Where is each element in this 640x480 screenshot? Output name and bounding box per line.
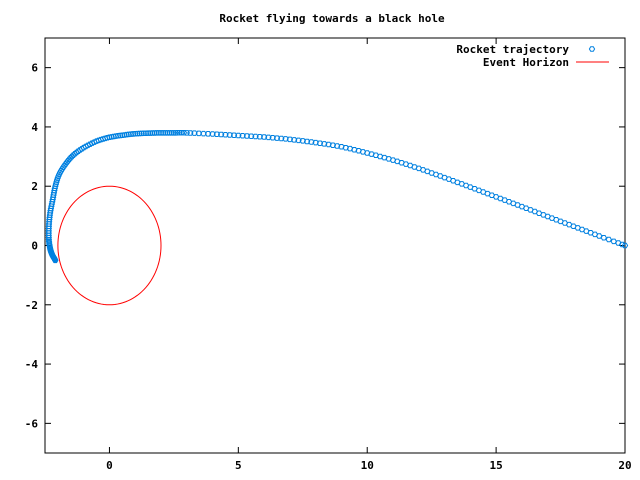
trajectory-point	[166, 130, 173, 136]
trajectory-point	[299, 138, 306, 144]
trajectory-point	[52, 183, 59, 189]
series-event-horizon	[57, 185, 162, 306]
trajectory-point	[295, 137, 302, 144]
trajectory-point	[256, 133, 263, 140]
x-tick-label: 20	[618, 459, 631, 472]
trajectory-point	[265, 134, 272, 141]
chart-title: Rocket flying towards a black hole	[219, 12, 445, 25]
trajectory-point	[187, 130, 194, 136]
legend-label: Rocket trajectory	[456, 43, 569, 56]
trajectory-point	[162, 130, 169, 136]
trajectory-point	[52, 257, 59, 264]
trajectory-point	[147, 130, 154, 136]
trajectory-point	[168, 130, 175, 136]
trajectory-point	[51, 185, 58, 192]
x-tick-label: 0	[106, 459, 113, 472]
trajectory-point	[127, 131, 135, 137]
trajectory-point	[144, 130, 152, 136]
trajectory-point	[49, 194, 57, 201]
plot-border	[44, 37, 626, 454]
x-tick-label: 10	[361, 459, 374, 472]
axes: 0 5 10 15 20 -6 -4 -2 0 2 4 6	[25, 37, 632, 472]
trajectory-point	[49, 199, 56, 205]
trajectory-point	[157, 130, 165, 136]
trajectory-point	[50, 190, 58, 196]
y-tick-label: 0	[31, 240, 38, 253]
trajectory-point	[51, 187, 58, 194]
trajectory-point	[129, 131, 137, 137]
y-tick-label: -4	[25, 358, 39, 371]
trajectory-point	[235, 132, 242, 139]
trajectory-point	[134, 130, 141, 137]
trajectory-point	[243, 133, 251, 139]
trajectory-point	[286, 136, 294, 143]
trajectory-point	[209, 131, 216, 137]
trajectory-point	[47, 205, 55, 212]
trajectory-point	[53, 179, 60, 185]
y-tick-label: 4	[31, 121, 38, 134]
event-horizon-circle	[57, 185, 162, 306]
y-tick-label: 2	[31, 180, 38, 193]
trajectory-point	[269, 134, 276, 141]
trajectory-point	[174, 130, 181, 136]
y-tick-label: -2	[25, 299, 38, 312]
trajectory-point	[132, 130, 139, 137]
trajectory-point	[605, 236, 612, 243]
trajectory-point	[273, 135, 281, 141]
trajectory-point	[153, 130, 160, 136]
trajectory-point	[252, 133, 259, 140]
trajectory-point	[621, 242, 629, 249]
x-tick-label: 15	[489, 459, 502, 472]
trajectory-point	[149, 130, 156, 136]
legend-label: Event Horizon	[483, 56, 569, 69]
trajectory-point	[195, 130, 203, 137]
trajectory-point	[278, 135, 285, 142]
trajectory-point	[164, 130, 171, 136]
trajectory-point	[226, 132, 233, 138]
trajectory-point	[48, 201, 56, 207]
trajectory-point	[142, 130, 150, 136]
trajectory-point	[136, 130, 143, 137]
trajectory-point	[303, 138, 311, 145]
x-tick-label: 5	[235, 459, 242, 472]
trajectory-point	[217, 131, 225, 138]
trajectory-point	[191, 130, 198, 136]
trajectory-point	[260, 134, 268, 140]
legend-marker	[588, 46, 596, 52]
trajectory-point	[151, 130, 158, 136]
trajectory-point	[49, 196, 56, 203]
trajectory-point	[291, 137, 298, 143]
trajectory-point	[125, 131, 132, 138]
trajectory-point	[222, 132, 229, 138]
trajectory-point	[239, 133, 246, 139]
trajectory-point	[70, 152, 77, 158]
trajectory-point	[230, 132, 238, 139]
series-rocket-trajectory	[45, 130, 629, 264]
trajectory-point	[170, 130, 178, 136]
trajectory-point	[140, 130, 147, 137]
trajectory-point	[48, 203, 55, 209]
trajectory-point	[282, 136, 289, 142]
trajectory-point	[180, 130, 188, 136]
trajectory-point	[248, 133, 255, 139]
trajectory-point	[52, 181, 60, 187]
trajectory-point	[50, 192, 57, 198]
trajectory-point	[47, 207, 54, 214]
y-tick-label: -6	[25, 417, 39, 430]
trajectory-point	[138, 130, 145, 137]
trajectory-point	[172, 130, 180, 136]
series-layer	[45, 130, 629, 306]
trajectory-point	[159, 130, 167, 136]
trajectory-point	[45, 234, 52, 241]
y-tick-label: 6	[31, 62, 38, 75]
trajectory-point	[610, 238, 617, 245]
trajectory-point	[155, 130, 163, 136]
trajectory-point	[213, 131, 221, 138]
